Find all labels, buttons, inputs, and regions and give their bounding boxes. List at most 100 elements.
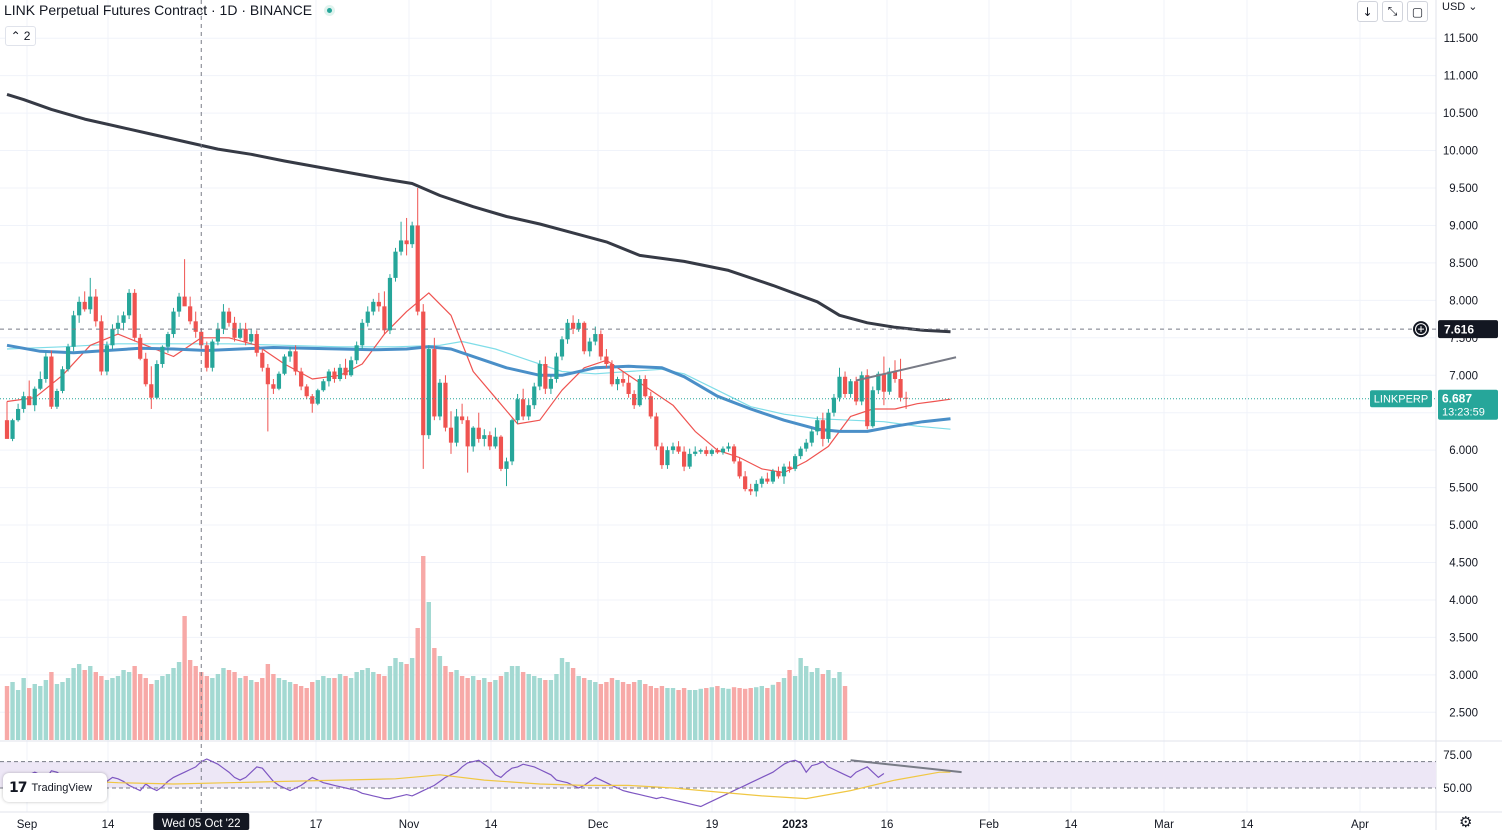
price-tick-label: 4.500 bbox=[1449, 558, 1478, 570]
candle-body bbox=[842, 376, 848, 394]
candle-body bbox=[743, 476, 748, 490]
candle-body bbox=[704, 450, 709, 454]
candle-body bbox=[881, 373, 886, 392]
candle-body bbox=[532, 386, 537, 406]
volume-bar bbox=[532, 676, 537, 740]
volume-bar bbox=[165, 674, 171, 740]
candle-body bbox=[837, 376, 842, 398]
candle-body bbox=[371, 301, 376, 312]
candle-body bbox=[521, 399, 526, 417]
candles bbox=[4, 188, 909, 497]
candle-body bbox=[365, 311, 370, 323]
candle-body bbox=[870, 390, 875, 427]
candle-body bbox=[210, 341, 215, 368]
candle-body bbox=[659, 446, 664, 466]
volume-bar bbox=[193, 666, 198, 740]
volume-bar bbox=[38, 686, 43, 740]
arrow-down-icon: ↓ bbox=[1362, 4, 1373, 19]
candle-body bbox=[776, 471, 781, 477]
crosshair-date-label-bg bbox=[153, 813, 250, 830]
candle-body bbox=[387, 277, 393, 331]
time-tick-label: 14 bbox=[1065, 819, 1078, 830]
candle-body bbox=[682, 451, 687, 467]
candle-body bbox=[698, 450, 703, 452]
candle-body bbox=[548, 378, 553, 389]
volume-bar bbox=[287, 682, 293, 740]
candle-body bbox=[138, 337, 143, 359]
symbol-title[interactable]: LINK Perpetual Futures Contract · 1D · B… bbox=[4, 2, 313, 18]
crosshair-date-label: Wed 05 Oct '22 bbox=[162, 818, 241, 830]
candle-body bbox=[887, 371, 892, 392]
volume-bar bbox=[631, 682, 637, 740]
volume-bar bbox=[737, 688, 742, 740]
candle-body bbox=[437, 382, 442, 417]
volume-bar bbox=[520, 672, 526, 740]
candle-body bbox=[176, 296, 182, 312]
candle-body bbox=[188, 306, 193, 322]
volume-bar bbox=[765, 688, 770, 740]
candle-body bbox=[249, 334, 254, 342]
candle-body bbox=[637, 378, 642, 406]
volume-bar bbox=[310, 682, 315, 740]
volume-bar bbox=[171, 668, 176, 740]
indicators-toggle-button[interactable]: ⌃ 2 bbox=[5, 26, 36, 46]
candle-body bbox=[665, 450, 670, 466]
candle-body bbox=[554, 356, 559, 379]
plus-icon-ring bbox=[1415, 323, 1427, 336]
candle-body bbox=[88, 296, 93, 310]
candle-body bbox=[10, 420, 15, 439]
candle-body bbox=[49, 356, 54, 407]
candle-body bbox=[27, 396, 32, 406]
candle-body bbox=[815, 420, 820, 432]
price-tick-label: 11.000 bbox=[1444, 71, 1478, 83]
candle-body bbox=[165, 334, 171, 347]
candle-body bbox=[93, 296, 98, 322]
tradingview-logo[interactable]: 17 TradingView bbox=[3, 773, 107, 802]
candle-body bbox=[421, 311, 426, 436]
candle-body bbox=[654, 416, 659, 447]
volume-bar bbox=[43, 680, 49, 740]
time-tick-label: 19 bbox=[706, 819, 719, 830]
scroll-down-button[interactable]: ↓ bbox=[1357, 1, 1378, 22]
volume-bar bbox=[570, 668, 576, 740]
chevron-up-icon: ⌃ bbox=[10, 29, 21, 43]
volume-bar bbox=[748, 688, 753, 740]
volume-bar bbox=[160, 676, 165, 740]
volume-bar bbox=[693, 690, 698, 740]
time-tick-label: Nov bbox=[399, 819, 420, 830]
volume-bar bbox=[665, 688, 670, 740]
volume-bar bbox=[526, 674, 531, 740]
volume-bar bbox=[176, 662, 182, 740]
price-tick-label: 10.000 bbox=[1443, 146, 1478, 158]
candle-body bbox=[337, 367, 343, 379]
candle-body bbox=[565, 322, 570, 340]
candle-body bbox=[265, 367, 270, 385]
candle-body bbox=[343, 367, 348, 376]
candle-body bbox=[354, 345, 359, 361]
volume-bar bbox=[804, 666, 809, 740]
candle-body bbox=[115, 322, 121, 329]
crosshair-price-label-bg bbox=[1438, 320, 1498, 339]
candle-body bbox=[493, 436, 498, 447]
candle-body bbox=[60, 369, 65, 391]
rsi-trendline bbox=[850, 759, 962, 774]
volume-bar bbox=[759, 686, 764, 740]
candle-body bbox=[382, 306, 387, 331]
fullscreen-button[interactable]: ⤡ bbox=[1382, 1, 1403, 22]
gear-icon[interactable]: ⚙ bbox=[1459, 813, 1473, 831]
volume-bar bbox=[565, 662, 570, 740]
candle-body bbox=[582, 322, 587, 352]
volume-bar bbox=[637, 680, 642, 740]
volume-bar bbox=[321, 676, 326, 740]
candle-body bbox=[504, 461, 509, 469]
volume-bar bbox=[365, 668, 370, 740]
volume-bar bbox=[837, 672, 842, 740]
currency-label: USD bbox=[1442, 1, 1466, 13]
volume-bar bbox=[409, 658, 415, 740]
volume-bar bbox=[831, 678, 837, 740]
price-tick-label: 11.500 bbox=[1444, 33, 1478, 45]
snapshot-button[interactable]: ▢ bbox=[1407, 1, 1428, 22]
currency-selector[interactable]: USD ⌄ bbox=[1442, 1, 1478, 13]
candle-body bbox=[415, 225, 420, 312]
